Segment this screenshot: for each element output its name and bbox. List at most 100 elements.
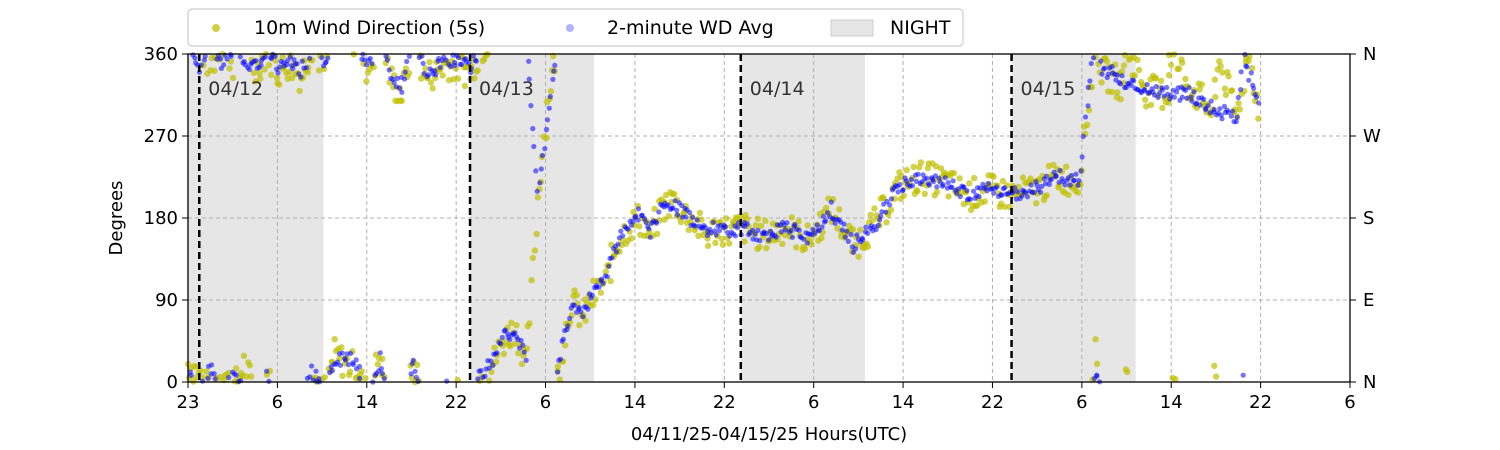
data-point bbox=[212, 376, 218, 382]
data-point bbox=[981, 198, 988, 205]
x-tick-label: 6 bbox=[272, 392, 283, 413]
data-point bbox=[1233, 119, 1239, 125]
data-point bbox=[994, 184, 1000, 190]
data-point bbox=[1159, 87, 1165, 93]
data-point bbox=[950, 178, 956, 184]
data-point bbox=[656, 209, 662, 215]
right-axis-label: N bbox=[1363, 44, 1376, 65]
data-point bbox=[1157, 77, 1165, 85]
data-point bbox=[518, 337, 524, 344]
data-point bbox=[429, 85, 436, 92]
data-point bbox=[533, 230, 540, 238]
data-point bbox=[498, 341, 504, 347]
data-point bbox=[778, 229, 785, 235]
data-point bbox=[240, 352, 248, 359]
data-point bbox=[635, 206, 642, 212]
data-point bbox=[228, 53, 234, 59]
x-tick-label: 14 bbox=[1160, 392, 1183, 413]
data-point bbox=[914, 188, 921, 195]
data-point bbox=[1043, 192, 1050, 199]
data-point bbox=[964, 188, 970, 194]
data-point bbox=[1079, 154, 1085, 160]
data-point bbox=[232, 365, 240, 372]
data-point bbox=[924, 175, 930, 181]
data-point bbox=[750, 227, 756, 233]
data-point bbox=[1117, 96, 1124, 103]
data-point bbox=[672, 198, 678, 204]
data-point bbox=[976, 193, 982, 200]
data-point bbox=[949, 184, 955, 190]
data-point bbox=[671, 190, 678, 198]
data-point bbox=[635, 217, 641, 223]
data-point bbox=[303, 65, 309, 71]
data-point bbox=[537, 180, 543, 186]
data-point bbox=[796, 227, 802, 233]
data-point bbox=[685, 226, 692, 234]
data-point bbox=[942, 175, 948, 181]
data-point bbox=[290, 66, 296, 72]
data-point bbox=[386, 67, 392, 73]
data-point bbox=[256, 70, 263, 77]
data-point bbox=[718, 235, 725, 242]
data-point bbox=[647, 234, 653, 240]
data-point bbox=[199, 374, 206, 381]
data-point bbox=[930, 179, 937, 185]
data-point bbox=[1102, 65, 1108, 71]
data-point bbox=[573, 292, 580, 299]
data-point bbox=[1108, 88, 1116, 96]
data-point bbox=[500, 350, 508, 358]
y-tick-label: 0 bbox=[167, 372, 178, 393]
data-point bbox=[1080, 133, 1086, 139]
data-point bbox=[590, 277, 597, 284]
data-point bbox=[1075, 182, 1081, 188]
data-point bbox=[547, 88, 555, 95]
data-point bbox=[339, 350, 345, 356]
data-point bbox=[461, 82, 469, 90]
data-point bbox=[233, 372, 239, 378]
data-point bbox=[625, 226, 631, 232]
data-point bbox=[723, 215, 730, 222]
data-point bbox=[596, 284, 602, 290]
data-point bbox=[1090, 55, 1097, 61]
data-point bbox=[848, 231, 854, 238]
x-tick-label: 14 bbox=[623, 392, 646, 413]
data-point bbox=[432, 68, 438, 74]
data-point bbox=[1221, 85, 1229, 92]
data-point bbox=[613, 249, 620, 255]
data-point bbox=[819, 224, 825, 230]
data-point bbox=[704, 242, 712, 249]
data-point bbox=[304, 69, 311, 76]
day-markers-layer: 04/12 04/13 04/14 04/15 bbox=[198, 54, 1075, 382]
data-point bbox=[945, 180, 951, 186]
data-point bbox=[226, 375, 232, 381]
data-point bbox=[793, 244, 800, 251]
data-point bbox=[1182, 87, 1189, 93]
data-point bbox=[694, 217, 700, 223]
data-point bbox=[422, 65, 429, 72]
data-point bbox=[1093, 360, 1101, 367]
data-point bbox=[448, 64, 454, 70]
data-point bbox=[1186, 85, 1192, 91]
data-point bbox=[309, 363, 315, 369]
data-point bbox=[571, 302, 577, 308]
data-point bbox=[1088, 60, 1094, 67]
data-point bbox=[726, 240, 733, 247]
data-point bbox=[262, 54, 268, 60]
data-point bbox=[675, 212, 681, 218]
data-point bbox=[221, 62, 227, 68]
data-point bbox=[1034, 182, 1040, 188]
data-point bbox=[420, 60, 426, 66]
data-point bbox=[394, 75, 400, 81]
data-point bbox=[754, 215, 762, 222]
data-point bbox=[562, 342, 569, 349]
data-point bbox=[1143, 103, 1150, 110]
data-point bbox=[1225, 109, 1231, 115]
data-point bbox=[1174, 89, 1180, 95]
legend-label-wind-direction: 10m Wind Direction (5s) bbox=[254, 17, 485, 39]
data-point bbox=[1211, 107, 1217, 113]
data-point bbox=[250, 69, 258, 77]
data-point bbox=[1217, 62, 1224, 70]
data-point bbox=[1105, 71, 1112, 77]
data-point bbox=[275, 70, 281, 76]
data-point bbox=[502, 327, 508, 333]
